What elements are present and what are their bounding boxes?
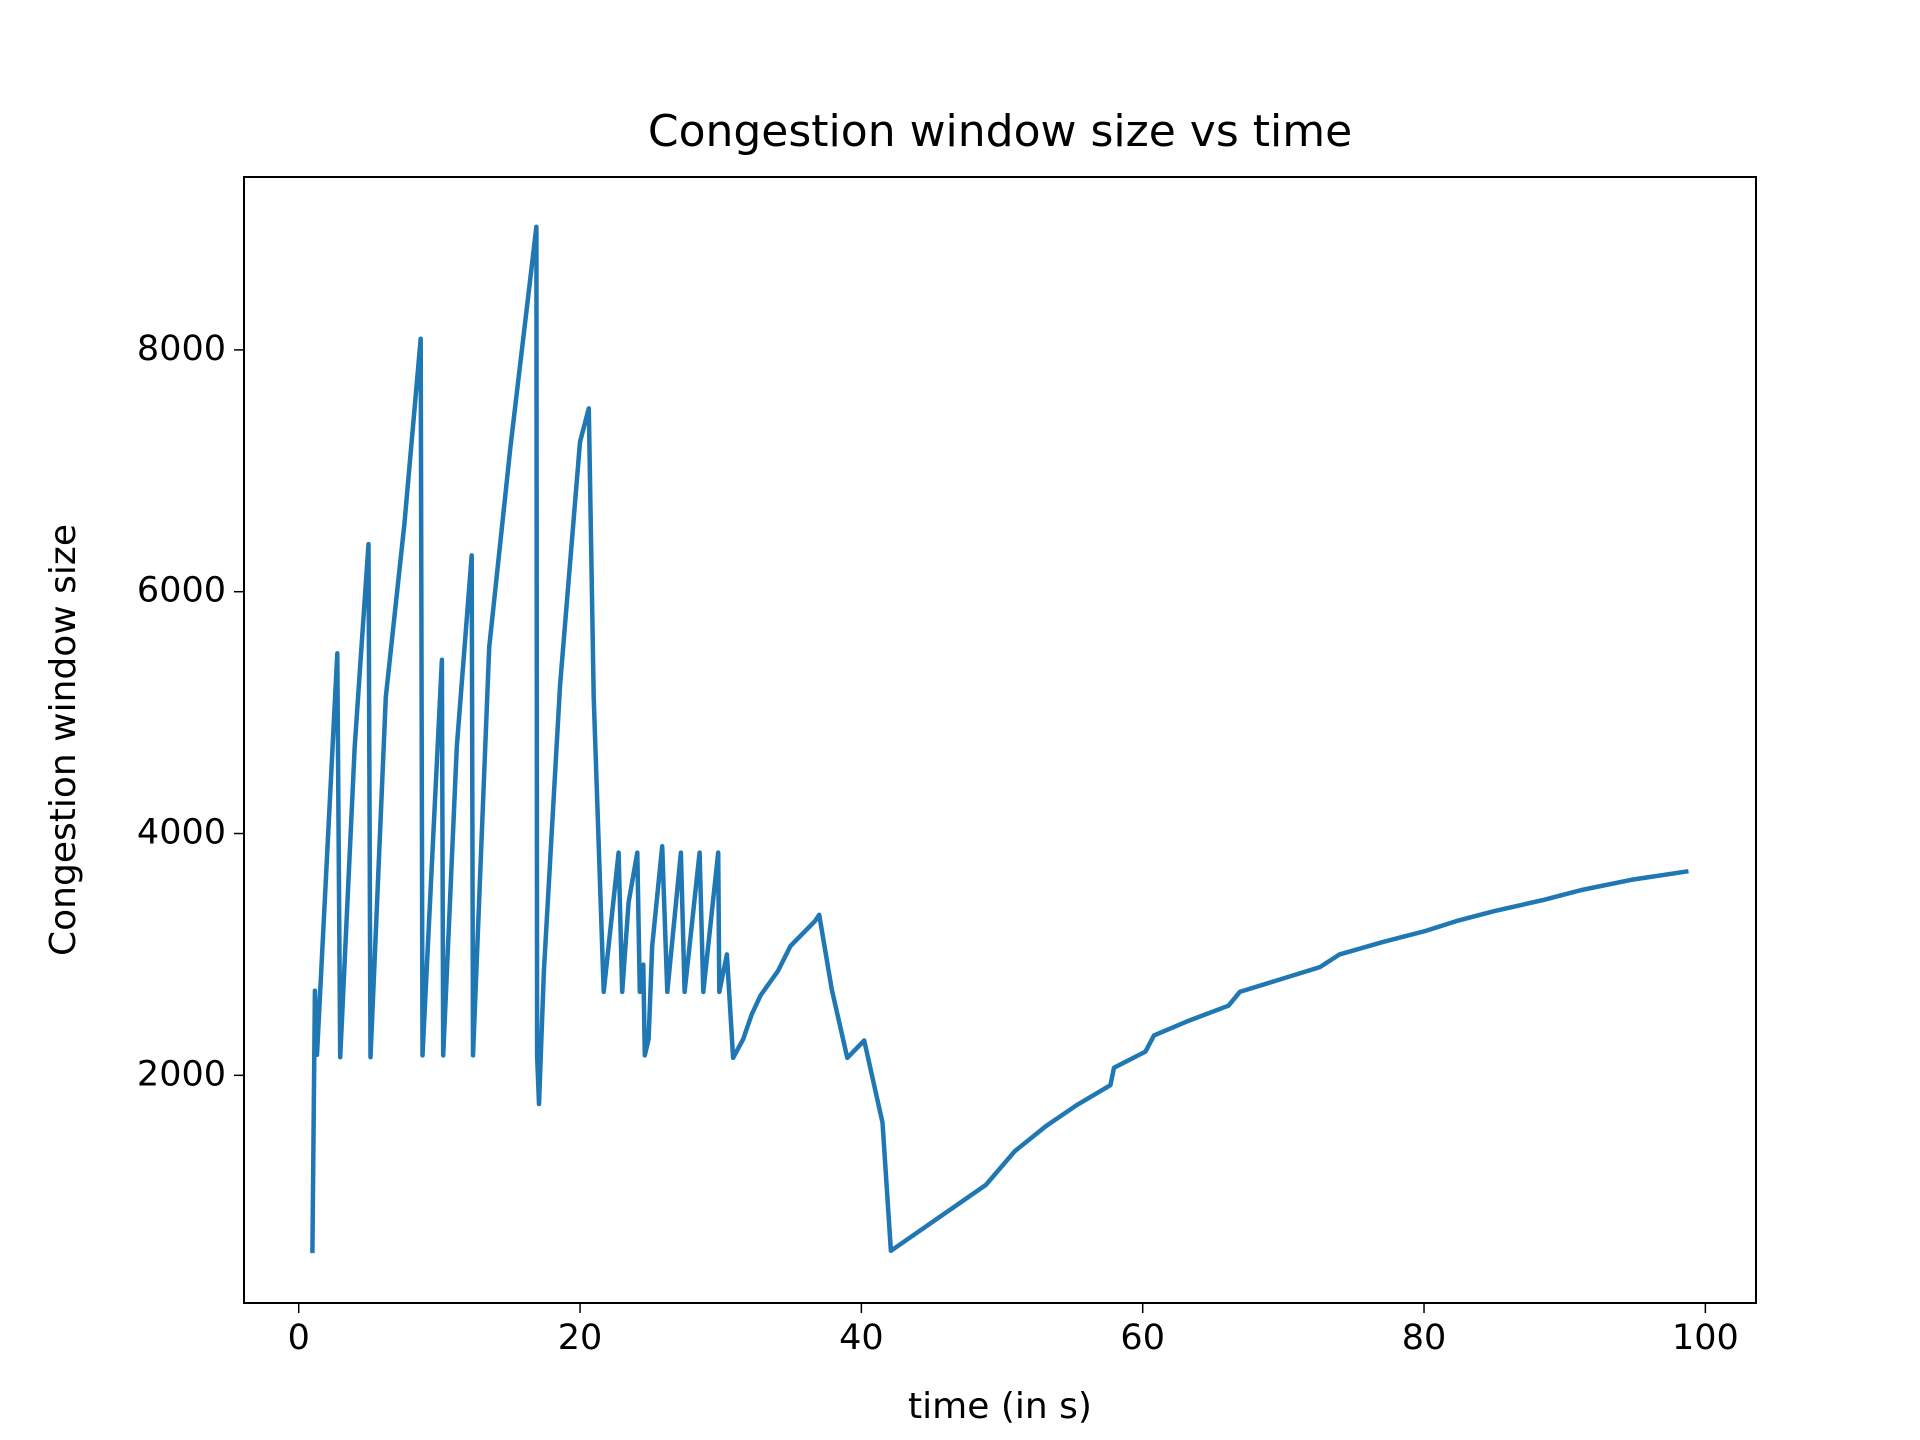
data-line [310, 224, 1689, 1254]
x-axis-label: time (in s) [908, 1386, 1092, 1427]
y-tick-label: 4000 [137, 813, 226, 853]
x-tick-label: 40 [839, 1318, 884, 1358]
x-tick-label: 100 [1672, 1318, 1739, 1358]
x-tick-label: 80 [1402, 1318, 1447, 1358]
chart-title: Congestion window size vs time [648, 106, 1352, 157]
x-tick-label: 60 [1120, 1318, 1165, 1358]
y-axis-label: Congestion window size [43, 524, 84, 956]
y-tick-label: 2000 [137, 1054, 226, 1094]
y-tick-label: 6000 [137, 571, 226, 611]
x-tick-label: 20 [558, 1318, 603, 1358]
plot-frame [243, 176, 1757, 1304]
x-tick-label: 0 [288, 1318, 310, 1358]
y-tick-label: 8000 [137, 329, 226, 369]
